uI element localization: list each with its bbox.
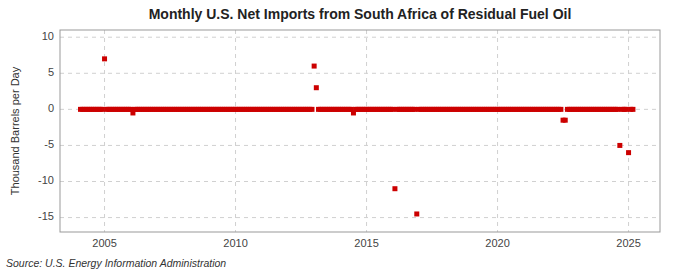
y-tick-label: 5 bbox=[48, 66, 54, 78]
y-tick-label: 0 bbox=[48, 102, 54, 114]
grid-line-x bbox=[366, 30, 367, 232]
point bbox=[314, 85, 319, 90]
grid-line-x bbox=[497, 30, 498, 232]
plot-frame bbox=[60, 30, 660, 232]
grid-line-y bbox=[60, 73, 660, 74]
y-axis-label: Thousand Barrels per Day bbox=[9, 66, 21, 195]
title: Monthly U.S. Net Imports from South Afri… bbox=[149, 6, 572, 22]
x-tick-label: 2020 bbox=[485, 237, 509, 249]
chart: -15 -10 -5 0 5 10 2005 2010 2015 2020 2025 Monthly … bbox=[0, 0, 675, 275]
grid-line-x bbox=[628, 30, 629, 232]
y-tick-label: -10 bbox=[38, 174, 54, 186]
x-tick-label: 2010 bbox=[223, 237, 247, 249]
point bbox=[617, 143, 622, 148]
point bbox=[624, 107, 629, 112]
point bbox=[626, 150, 631, 155]
point bbox=[390, 107, 395, 112]
point bbox=[558, 107, 563, 112]
x-tick-label: 2025 bbox=[616, 237, 640, 249]
point bbox=[312, 64, 317, 69]
y-tick-label: -15 bbox=[38, 210, 54, 222]
point bbox=[630, 107, 635, 112]
point bbox=[563, 118, 568, 123]
y-tick-label: -5 bbox=[44, 138, 54, 150]
tick-labels: -15 -10 -5 0 5 10 2005 2010 2015 2020 2025 bbox=[38, 30, 641, 249]
point bbox=[414, 211, 419, 216]
point bbox=[615, 107, 620, 112]
point bbox=[412, 107, 417, 112]
points bbox=[78, 56, 635, 216]
y-tick-label: 10 bbox=[42, 30, 54, 42]
grid bbox=[60, 30, 660, 232]
x-tick-label: 2015 bbox=[354, 237, 378, 249]
annotation: Source: U.S. Energy Information Administ… bbox=[6, 257, 226, 269]
grid-line-y bbox=[60, 217, 660, 218]
point bbox=[392, 186, 397, 191]
grid-line-y bbox=[60, 145, 660, 146]
point bbox=[102, 56, 107, 61]
point bbox=[309, 107, 314, 112]
grid-line-y bbox=[60, 181, 660, 182]
point bbox=[100, 107, 105, 112]
x-tick-label: 2005 bbox=[92, 237, 116, 249]
grid-line-y bbox=[60, 37, 660, 38]
grid-line-x bbox=[235, 30, 236, 232]
